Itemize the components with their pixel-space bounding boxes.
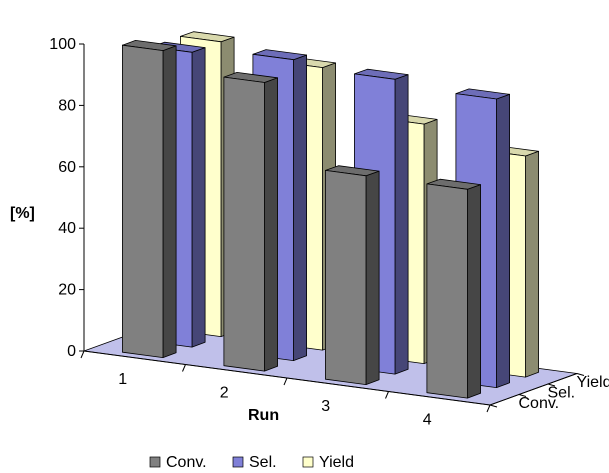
x-tick-label: 3 <box>321 398 330 415</box>
bar-side <box>496 93 511 389</box>
x-tick-mark <box>385 391 389 399</box>
bar-conv-run-3 <box>324 165 380 386</box>
bar-side <box>293 54 308 362</box>
y-tick-label: 60 <box>58 159 76 176</box>
bar-side <box>525 150 539 378</box>
depth-tick-mark <box>547 383 556 387</box>
bar-side <box>365 170 380 386</box>
bar-side <box>162 45 177 359</box>
chart-axes: 0 20 40 60 80 100 1 2 3 4 Conv.Sel.Yield <box>49 36 609 428</box>
legend: Conv. Sel. Yield <box>149 454 354 471</box>
x-tick-label: 1 <box>118 371 127 388</box>
x-tick-mark <box>283 377 288 386</box>
depth-axis-line <box>489 373 578 406</box>
y-tick-label: 20 <box>58 282 76 299</box>
bar-side <box>394 74 409 375</box>
bar-side <box>264 77 279 372</box>
legend-swatch-conv <box>149 456 161 468</box>
legend-swatch-yield <box>302 456 314 468</box>
legend-label-yield: Yield <box>319 454 354 471</box>
x-tick-mark <box>80 350 85 359</box>
chart-bars <box>122 31 539 399</box>
bar-side <box>467 184 482 399</box>
x-tick-mark <box>486 404 491 413</box>
depth-tick-mark <box>576 373 585 376</box>
legend-label-conv: Conv. <box>166 454 207 471</box>
bar-conv-run-1 <box>122 40 177 359</box>
y-tick-label: 100 <box>49 36 76 53</box>
depth-tick-mark <box>518 394 527 397</box>
depth-tick-label: Conv. <box>519 395 560 412</box>
x-tick-label: 4 <box>423 411 432 428</box>
y-axis-title: [%] <box>10 205 35 222</box>
x-axis-title: Run <box>248 407 279 424</box>
depth-tick-mark <box>489 404 498 408</box>
x-tick-label: 2 <box>220 384 229 401</box>
y-tick-label: 80 <box>58 97 76 114</box>
bar-front <box>122 44 164 359</box>
bar-conv-run-2 <box>223 72 279 372</box>
bar-conv-run-4 <box>426 178 482 399</box>
bar-front <box>223 76 265 372</box>
bar-side <box>191 47 206 348</box>
depth-tick-label: Yield <box>577 374 609 391</box>
bar-front <box>324 169 367 386</box>
legend-swatch-sel <box>232 456 244 468</box>
y-tick-label: 40 <box>58 220 76 237</box>
x-axis-line <box>83 350 491 406</box>
legend-label-sel: Sel. <box>249 454 277 471</box>
y-tick-label: 0 <box>67 343 76 360</box>
depth-tick-label: Sel. <box>548 384 576 401</box>
x-tick-mark <box>182 364 186 372</box>
bar-front <box>426 183 468 399</box>
